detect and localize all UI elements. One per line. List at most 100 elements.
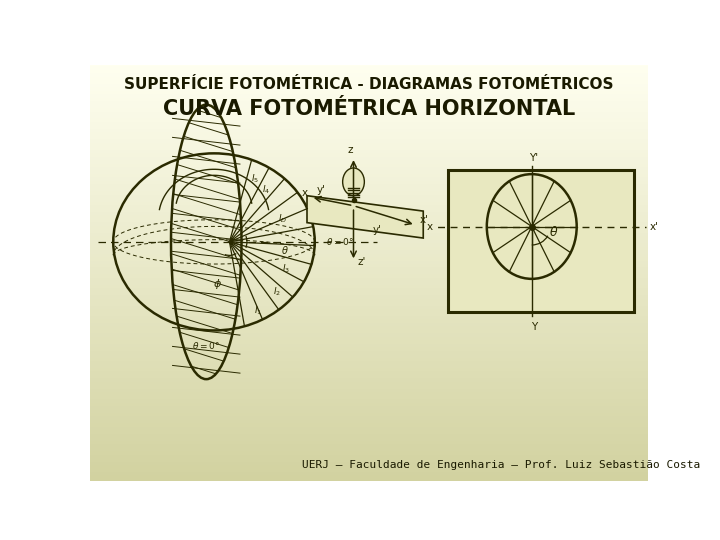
Bar	[90, 161, 648, 165]
Bar	[90, 68, 648, 72]
Bar	[90, 393, 648, 397]
Bar	[90, 231, 648, 234]
Bar	[90, 314, 648, 318]
Bar	[90, 258, 648, 262]
Bar	[90, 279, 648, 283]
Bar	[90, 466, 648, 470]
Bar	[90, 75, 648, 79]
Bar	[90, 459, 648, 463]
Bar	[90, 428, 648, 432]
Bar	[90, 431, 648, 436]
Bar	[90, 220, 648, 224]
Bar	[90, 352, 648, 356]
Bar	[90, 154, 648, 158]
Bar	[90, 410, 648, 415]
Bar	[90, 144, 648, 148]
Text: y': y'	[316, 185, 325, 194]
Bar	[90, 102, 648, 106]
Text: CURVA FOTOMÉTRICA HORIZONTAL: CURVA FOTOMÉTRICA HORIZONTAL	[163, 99, 575, 119]
Bar	[90, 476, 648, 481]
Text: $\theta$: $\theta$	[281, 244, 289, 255]
Text: $I_1$: $I_1$	[254, 305, 263, 318]
Bar	[90, 78, 648, 82]
Bar	[90, 123, 648, 127]
Bar	[90, 85, 648, 89]
Text: y': y'	[373, 225, 382, 235]
Bar	[90, 400, 648, 404]
Ellipse shape	[343, 168, 364, 195]
Text: SUPERFÍCIE FOTOMÉTRICA - DIAGRAMAS FOTOMÉTRICOS: SUPERFÍCIE FOTOMÉTRICA - DIAGRAMAS FOTOM…	[125, 77, 613, 92]
Text: z': z'	[357, 257, 366, 267]
Bar	[90, 210, 648, 214]
Bar	[90, 106, 648, 110]
Text: $I_5$: $I_5$	[251, 172, 259, 185]
Bar	[90, 296, 648, 300]
Bar	[90, 237, 648, 241]
Bar	[90, 469, 648, 474]
Bar	[90, 417, 648, 422]
Bar	[90, 307, 648, 311]
Bar	[90, 227, 648, 231]
Bar	[90, 355, 648, 359]
Text: $\theta = 0°$: $\theta = 0°$	[192, 340, 220, 352]
Bar	[90, 112, 648, 117]
Bar	[90, 272, 648, 276]
Bar	[90, 341, 648, 346]
Bar	[90, 293, 648, 297]
Bar	[90, 168, 648, 172]
Bar	[90, 130, 648, 134]
Bar	[90, 248, 648, 252]
Bar	[90, 224, 648, 228]
Bar	[90, 376, 648, 380]
Bar	[90, 178, 648, 183]
Bar	[90, 300, 648, 304]
Bar	[90, 373, 648, 377]
Bar	[90, 137, 648, 141]
Bar	[90, 407, 648, 411]
Bar	[90, 379, 648, 383]
Bar	[90, 317, 648, 321]
Text: $\theta$: $\theta$	[549, 225, 558, 239]
Bar	[90, 421, 648, 425]
Bar	[90, 71, 648, 75]
Bar	[90, 435, 648, 439]
Bar	[90, 171, 648, 176]
Bar	[90, 403, 648, 408]
Bar	[90, 310, 648, 314]
Bar	[90, 92, 648, 96]
Text: $I_3$: $I_3$	[282, 262, 290, 275]
Bar	[90, 383, 648, 387]
Text: x: x	[426, 221, 433, 232]
Bar	[90, 254, 648, 259]
Bar	[90, 140, 648, 145]
Bar	[90, 397, 648, 401]
Text: $\theta = 0°$: $\theta = 0°$	[326, 237, 354, 247]
Bar	[90, 345, 648, 349]
Text: Y: Y	[531, 322, 537, 332]
Bar	[90, 303, 648, 307]
Bar	[90, 452, 648, 456]
Bar	[90, 217, 648, 221]
Polygon shape	[307, 195, 423, 238]
Bar	[90, 414, 648, 418]
Bar	[90, 189, 648, 193]
Bar	[90, 109, 648, 113]
Text: $I_4$: $I_4$	[262, 183, 270, 196]
Bar	[90, 334, 648, 339]
Bar	[90, 206, 648, 211]
Bar	[90, 185, 648, 190]
Bar	[90, 338, 648, 342]
Bar	[90, 320, 648, 325]
Bar	[90, 147, 648, 151]
Bar	[90, 289, 648, 294]
Text: Y': Y'	[529, 153, 539, 164]
Bar	[90, 282, 648, 287]
Bar	[90, 116, 648, 120]
Bar	[90, 88, 648, 92]
Text: x': x'	[419, 215, 428, 225]
Bar	[90, 324, 648, 328]
Bar	[90, 442, 648, 446]
Bar	[90, 261, 648, 266]
Bar	[448, 170, 634, 312]
Bar	[90, 119, 648, 124]
